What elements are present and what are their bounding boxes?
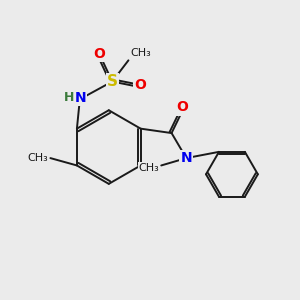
Text: CH₃: CH₃	[131, 48, 152, 58]
Text: CH₃: CH₃	[27, 153, 48, 163]
Text: N: N	[75, 91, 86, 105]
Text: H: H	[64, 91, 74, 104]
Text: N: N	[181, 151, 192, 165]
Text: O: O	[94, 47, 106, 61]
Text: O: O	[134, 78, 146, 92]
Text: S: S	[107, 74, 118, 89]
Text: CH₃: CH₃	[138, 163, 159, 173]
Text: O: O	[176, 100, 188, 115]
